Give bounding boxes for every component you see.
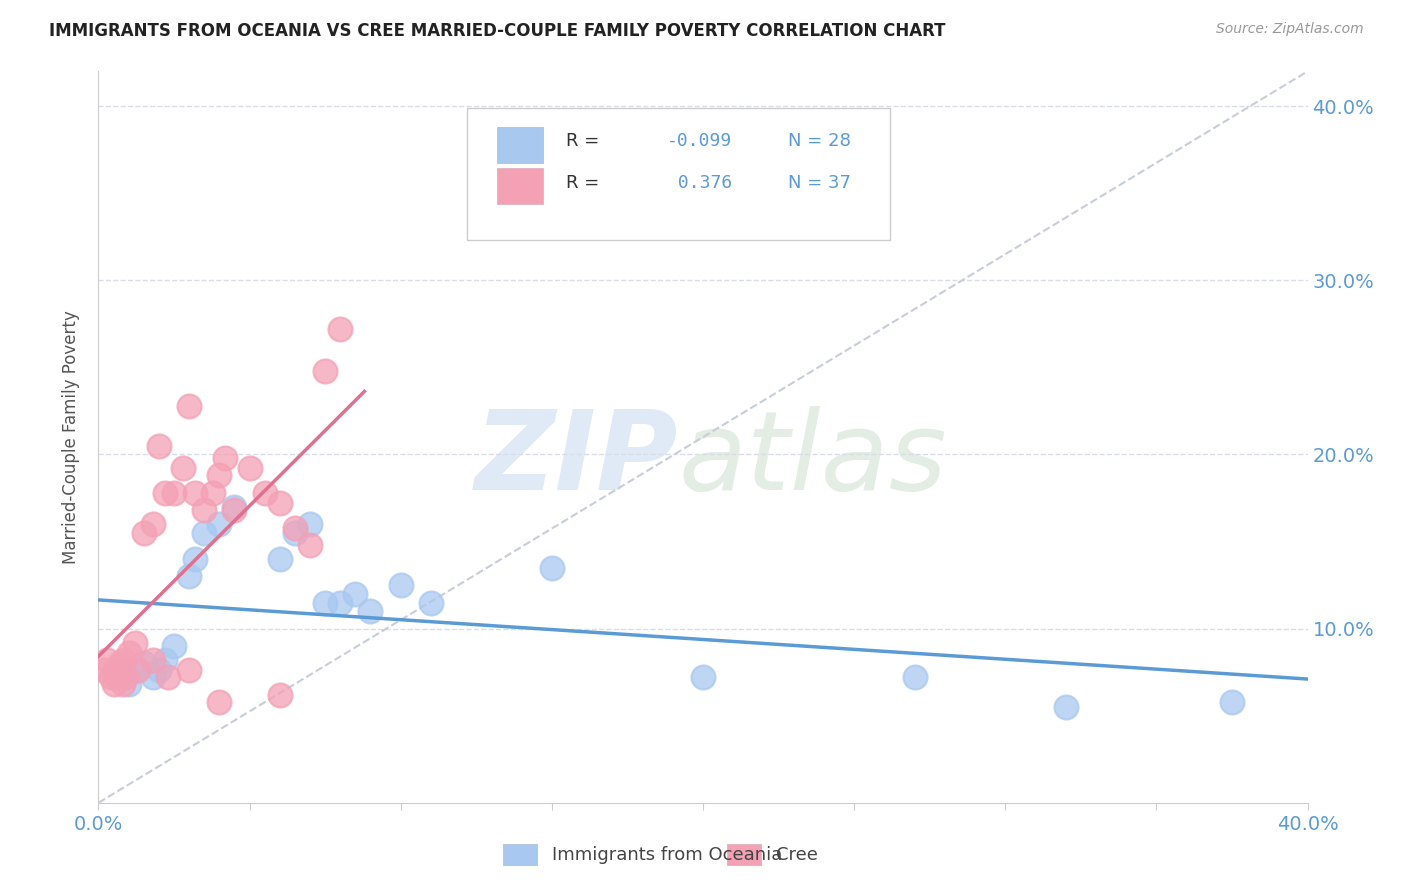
- Point: [214, 450, 236, 465]
- Point: [299, 517, 322, 532]
- Point: [124, 664, 146, 678]
- Point: [132, 525, 155, 540]
- Bar: [727, 845, 761, 865]
- Point: [269, 496, 291, 510]
- Point: [314, 364, 336, 378]
- Point: [103, 677, 125, 691]
- Text: -0.099: -0.099: [666, 132, 733, 150]
- Text: Cree: Cree: [776, 847, 817, 864]
- Point: [1220, 695, 1243, 709]
- Point: [208, 468, 231, 483]
- Point: [208, 695, 231, 709]
- Point: [184, 485, 207, 500]
- Text: R =: R =: [567, 174, 606, 192]
- Point: [153, 485, 176, 500]
- Text: Source: ZipAtlas.com: Source: ZipAtlas.com: [1216, 22, 1364, 37]
- Point: [172, 461, 194, 475]
- Point: [127, 664, 149, 678]
- Point: [179, 664, 201, 678]
- Point: [314, 595, 336, 609]
- Point: [108, 657, 131, 671]
- Point: [118, 677, 141, 691]
- Point: [142, 653, 165, 667]
- Point: [96, 653, 118, 667]
- Point: [163, 485, 186, 500]
- Text: ZIP: ZIP: [475, 406, 679, 513]
- FancyBboxPatch shape: [467, 108, 890, 240]
- Point: [111, 653, 134, 667]
- Point: [224, 500, 246, 514]
- Point: [193, 503, 215, 517]
- Point: [904, 670, 927, 684]
- Point: [132, 657, 155, 671]
- Point: [329, 322, 352, 336]
- Point: [124, 635, 146, 649]
- Y-axis label: Married-Couple Family Poverty: Married-Couple Family Poverty: [62, 310, 80, 564]
- Point: [360, 604, 382, 618]
- Point: [148, 664, 170, 678]
- Point: [100, 670, 122, 684]
- Point: [184, 552, 207, 566]
- Point: [153, 653, 176, 667]
- Bar: [498, 127, 543, 163]
- Point: [692, 670, 714, 684]
- Text: IMMIGRANTS FROM OCEANIA VS CREE MARRIED-COUPLE FAMILY POVERTY CORRELATION CHART: IMMIGRANTS FROM OCEANIA VS CREE MARRIED-…: [49, 22, 946, 40]
- Point: [420, 595, 443, 609]
- Point: [224, 503, 246, 517]
- Point: [118, 646, 141, 660]
- Point: [284, 521, 307, 535]
- Point: [163, 639, 186, 653]
- Text: N = 28: N = 28: [787, 132, 851, 150]
- Bar: [503, 845, 537, 865]
- Point: [540, 560, 562, 574]
- Point: [179, 569, 201, 583]
- Text: 0.376: 0.376: [666, 174, 733, 192]
- Point: [1054, 700, 1077, 714]
- Bar: [498, 169, 543, 204]
- Point: [111, 670, 134, 684]
- Text: N = 37: N = 37: [787, 174, 851, 192]
- Text: Immigrants from Oceania: Immigrants from Oceania: [551, 847, 782, 864]
- Point: [208, 517, 231, 532]
- Point: [156, 670, 179, 684]
- Point: [253, 485, 276, 500]
- Point: [103, 665, 125, 680]
- Point: [284, 525, 307, 540]
- Point: [142, 670, 165, 684]
- Point: [329, 595, 352, 609]
- Point: [202, 485, 225, 500]
- Point: [344, 587, 367, 601]
- Point: [299, 538, 322, 552]
- Point: [269, 688, 291, 702]
- Point: [148, 439, 170, 453]
- Point: [111, 677, 134, 691]
- Point: [179, 399, 201, 413]
- Point: [193, 525, 215, 540]
- Point: [114, 670, 136, 684]
- Point: [105, 670, 128, 684]
- Point: [239, 461, 262, 475]
- Text: atlas: atlas: [679, 406, 948, 513]
- Point: [142, 517, 165, 532]
- Text: R =: R =: [567, 132, 606, 150]
- Point: [389, 578, 412, 592]
- Point: [93, 664, 115, 678]
- Point: [269, 552, 291, 566]
